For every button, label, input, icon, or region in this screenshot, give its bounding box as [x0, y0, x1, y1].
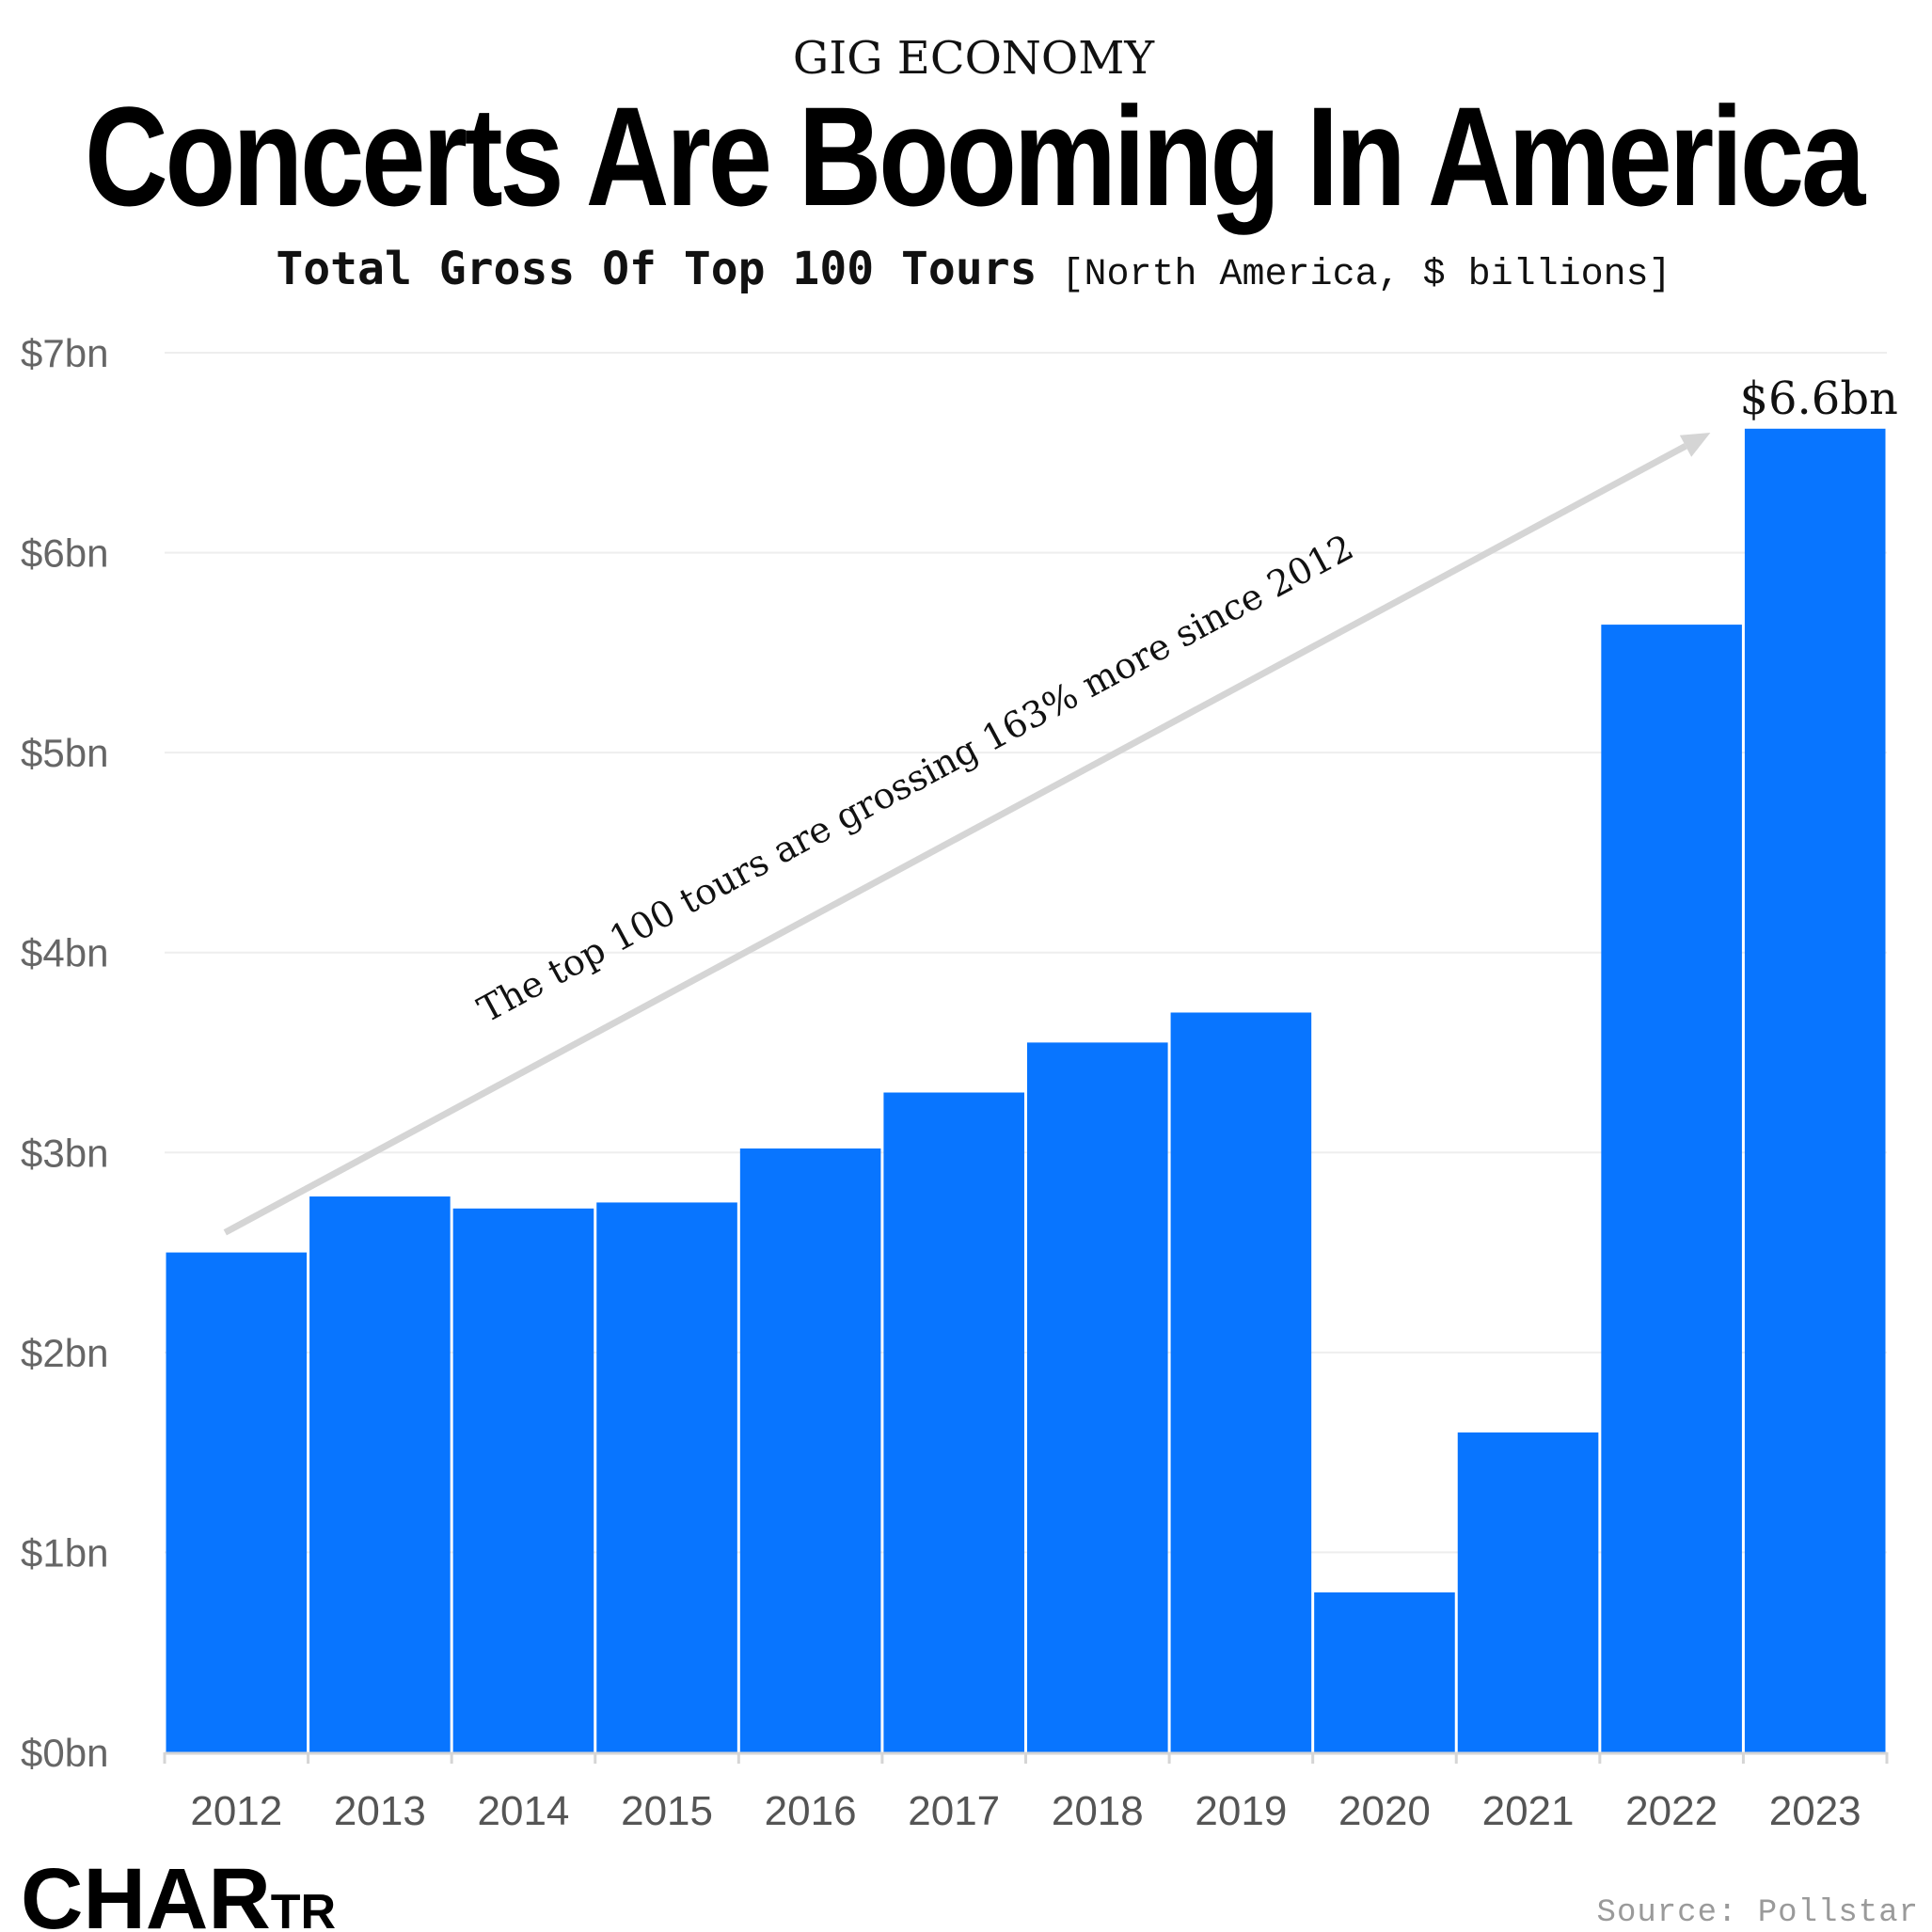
x-tick-label: 2012 [190, 1788, 282, 1834]
bar-2016 [739, 1148, 881, 1752]
bar-2014 [452, 1208, 594, 1752]
value-label-2023: $6.6bn [1739, 372, 1898, 425]
chart-subtitle-line: Total Gross Of Top 100 Tours [North Amer… [276, 243, 1671, 296]
bar-2013 [309, 1196, 451, 1752]
bar-2022 [1601, 625, 1742, 1752]
x-tick-label: 2017 [908, 1788, 1000, 1834]
x-tick-label: 2018 [1052, 1788, 1144, 1834]
x-tick-label: 2022 [1625, 1788, 1718, 1834]
y-tick-label: $0bn [21, 1731, 108, 1775]
y-tick-label: $6bn [21, 531, 108, 576]
source-note: Source: Pollstar [1597, 1895, 1919, 1931]
brand-logo-tail: TR [271, 1885, 336, 1932]
x-tick-label: 2014 [478, 1788, 570, 1834]
x-tick-labels: 2012 2013 2014 2015 2016 2017 2018 2019 2020 2021… [190, 1788, 1861, 1834]
bars [166, 428, 1886, 1753]
brand-logo: CHARTR [21, 1851, 336, 1932]
y-tick-label: $4bn [21, 931, 108, 975]
y-axis: $0bn $1bn $2bn $3bn $4bn $5bn $6bn $7bn [21, 331, 108, 1775]
x-tick-label: 2019 [1195, 1788, 1287, 1834]
x-tick-label: 2020 [1338, 1788, 1431, 1834]
x-tick-label: 2023 [1769, 1788, 1861, 1834]
bar-2021 [1457, 1432, 1599, 1752]
x-tick-label: 2016 [765, 1788, 857, 1834]
bar-2017 [883, 1092, 1024, 1752]
y-tick-label: $1bn [21, 1530, 108, 1575]
bar-2023 [1744, 428, 1886, 1753]
annotation-arrow-head [1679, 433, 1711, 457]
chart-subtitle: Total Gross Of Top 100 Tours [276, 243, 1037, 295]
y-tick-label: $2bn [21, 1331, 108, 1375]
annotation-arrow-shaft [223, 443, 1687, 1236]
chart-title: Concerts Are Booming In America [85, 77, 1867, 235]
kicker: GIG ECONOMY [793, 32, 1156, 85]
x-axis [163, 1751, 1889, 1764]
bar-2018 [1027, 1042, 1168, 1752]
x-tick-label: 2015 [621, 1788, 713, 1834]
y-tick-label: $3bn [21, 1131, 108, 1175]
gridlines [165, 352, 1887, 1554]
chart-subtitle-note: [North America, $ billions] [1062, 254, 1671, 296]
bar-2015 [596, 1202, 737, 1752]
bar-2019 [1170, 1012, 1312, 1752]
x-tick-label: 2013 [334, 1788, 426, 1834]
y-tick-label: $7bn [21, 331, 108, 375]
x-tick-label: 2021 [1482, 1788, 1575, 1834]
y-tick-label: $5bn [21, 731, 108, 775]
brand-logo-main: CHAR [21, 1851, 271, 1932]
bar-2012 [166, 1252, 308, 1752]
bar-2020 [1314, 1592, 1455, 1752]
annotation-text: The top 100 tours are grossing 163% more… [471, 526, 1360, 1030]
